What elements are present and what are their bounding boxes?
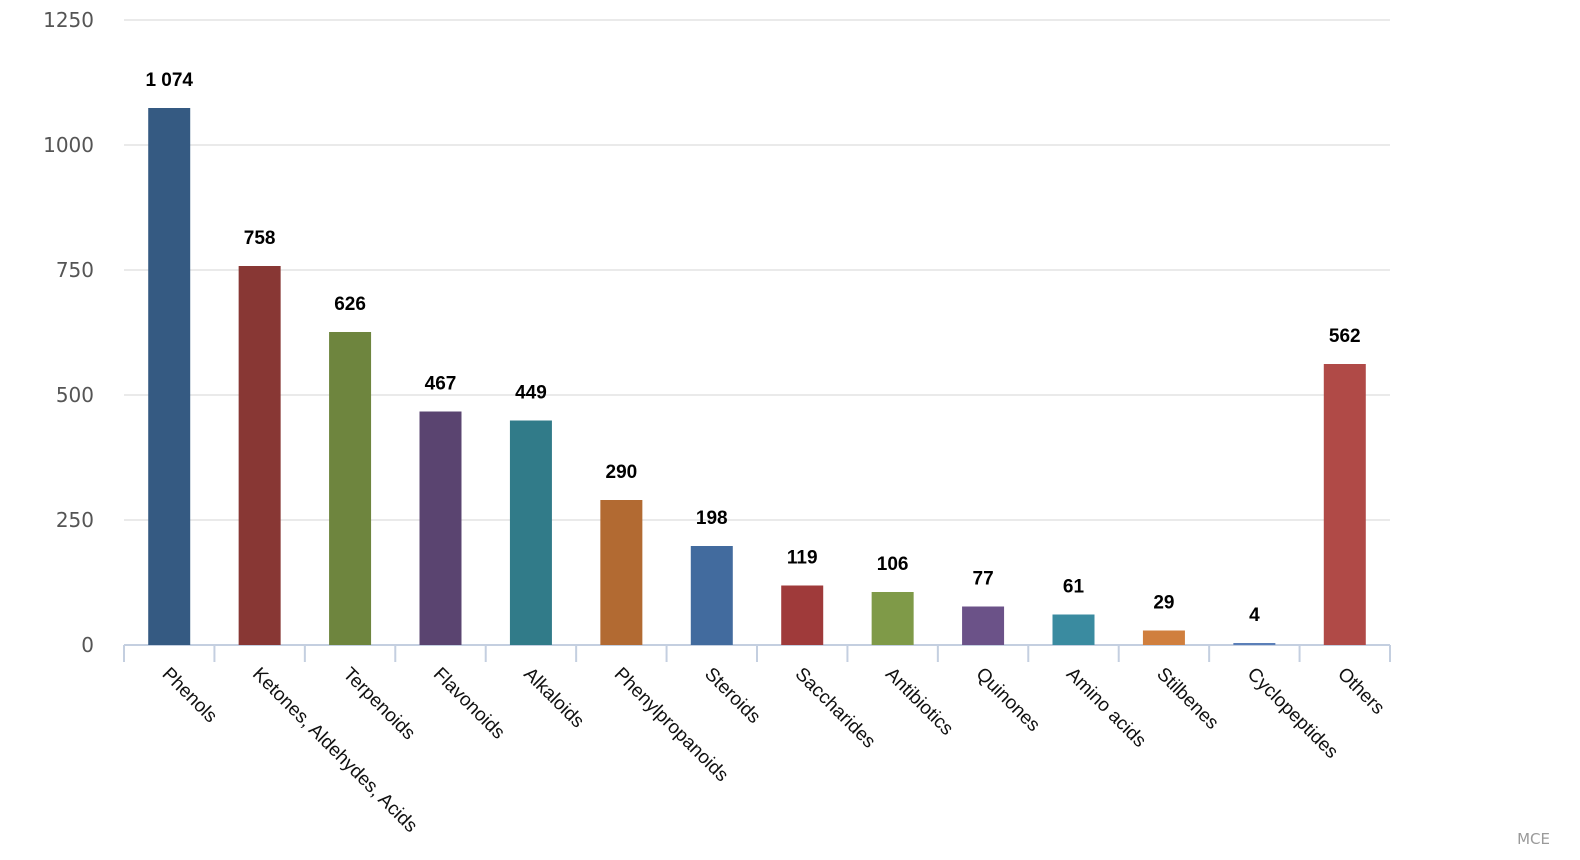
x-tick-label: Others	[1333, 664, 1388, 719]
data-label: 119	[787, 548, 818, 569]
bar	[148, 108, 191, 645]
x-tick-label: Alkaloids	[519, 664, 588, 733]
bar	[1233, 643, 1276, 645]
x-tick-label: Cyclopeptides	[1243, 664, 1342, 763]
bar	[238, 266, 281, 645]
bar	[329, 332, 372, 645]
data-label: 449	[515, 383, 547, 404]
bar	[1142, 630, 1185, 645]
bar	[690, 546, 733, 645]
x-tick-label: Ketones, Aldehydes, Acids	[248, 664, 421, 837]
data-label: 77	[973, 569, 994, 590]
credit-label[interactable]: MCE	[1517, 830, 1550, 848]
bar	[1052, 614, 1095, 645]
y-tick-label: 1000	[43, 133, 94, 157]
bar	[509, 420, 552, 645]
data-label: 290	[606, 462, 638, 483]
bar	[871, 592, 914, 645]
data-label: 758	[244, 228, 276, 249]
bar	[1323, 364, 1366, 645]
y-tick-label: 1250	[43, 8, 94, 32]
x-tick-label: Phenols	[158, 664, 221, 727]
data-label: 61	[1063, 577, 1085, 598]
bar	[781, 585, 824, 645]
y-tick-label: 750	[56, 258, 94, 282]
data-label: 4	[1249, 605, 1260, 626]
bar	[600, 500, 643, 645]
data-label: 1 074	[145, 70, 193, 91]
data-label: 562	[1329, 326, 1361, 347]
y-tick-label: 250	[56, 508, 94, 532]
x-tick-label: Amino acids	[1062, 664, 1150, 752]
data-label: 29	[1153, 593, 1174, 614]
x-tick-label: Quinones	[972, 664, 1044, 736]
x-tick-label: Stilbenes	[1152, 664, 1222, 734]
x-tick-label: Saccharides	[791, 664, 880, 753]
bar	[962, 606, 1005, 645]
x-tick-label: Terpenoids	[339, 664, 420, 745]
bar	[419, 411, 462, 645]
y-tick-label: 500	[56, 383, 94, 407]
x-tick-label: Steroids	[700, 664, 764, 728]
data-label: 106	[877, 554, 909, 575]
data-label: 626	[334, 294, 366, 315]
y-tick-label: 0	[81, 633, 94, 657]
x-tick-label: Flavonoids	[429, 664, 509, 744]
data-label: 198	[696, 508, 728, 529]
x-tick-label: Antibiotics	[881, 664, 957, 740]
data-label: 467	[425, 374, 457, 395]
